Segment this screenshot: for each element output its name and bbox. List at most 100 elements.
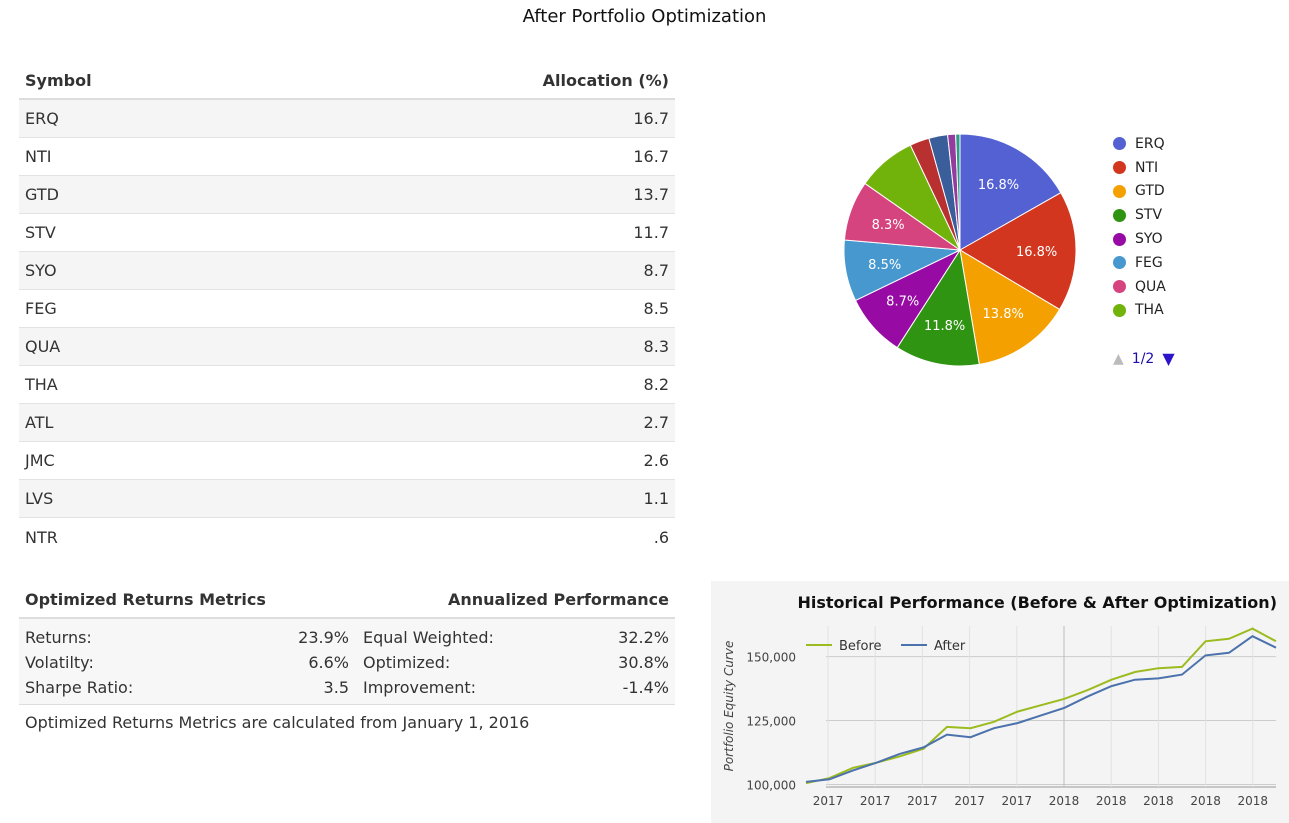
table-row: ERQ 16.7 xyxy=(19,100,675,138)
x-tick-label: 2018 xyxy=(1049,794,1080,808)
y-tick-label: 125,000 xyxy=(746,715,796,729)
legend-swatch xyxy=(1113,137,1126,151)
metric-label: Equal Weighted: xyxy=(363,628,494,647)
metric-label: Volatilty: xyxy=(25,653,94,672)
row-symbol: STV xyxy=(25,223,56,242)
legend-item-tha[interactable]: THA xyxy=(1113,299,1166,323)
page-up-icon[interactable]: ▲ xyxy=(1113,350,1124,367)
table-row: NTI 16.7 xyxy=(19,138,675,176)
legend-item-feg[interactable]: FEG xyxy=(1113,251,1166,275)
metric-value: 6.6% xyxy=(308,653,349,672)
row-symbol: ATL xyxy=(25,413,54,432)
metric-label: Returns: xyxy=(25,628,92,647)
symbol-column-header[interactable]: Symbol xyxy=(25,70,92,90)
historical-performance-chart: 100,000 125,000 150,000 2017 2017 2017 2017 201… xyxy=(722,626,1277,808)
row-symbol: ERQ xyxy=(25,109,59,128)
row-symbol: QUA xyxy=(25,337,61,356)
legend-swatch xyxy=(1113,303,1126,317)
x-tick-label: 2017 xyxy=(954,794,985,808)
legend-label: STV xyxy=(1135,207,1163,224)
row-symbol: THA xyxy=(25,375,58,394)
legend-item-gtd[interactable]: GTD xyxy=(1113,180,1166,204)
allocation-table: Symbol Allocation (%) ERQ 16.7 NTI 16.7 GT… xyxy=(19,62,675,556)
row-allocation: 16.7 xyxy=(633,147,669,166)
row-symbol: SYO xyxy=(25,261,57,280)
legend-item-syo[interactable]: SYO xyxy=(1113,227,1166,251)
legend-label-before[interactable]: Before xyxy=(839,639,882,654)
row-allocation: 13.7 xyxy=(633,185,669,204)
x-tick-label: 2017 xyxy=(1002,794,1033,808)
metrics-row: Sharpe Ratio: 3.5 Improvement: -1.4% xyxy=(25,675,669,700)
legend-swatch xyxy=(1113,208,1126,222)
returns-metrics: Optimized Returns Metrics Annualized Per… xyxy=(19,581,675,740)
table-row: FEG 8.5 xyxy=(19,290,675,328)
metrics-title: Optimized Returns Metrics xyxy=(25,589,266,609)
x-tick-label: 2017 xyxy=(860,794,891,808)
y-axis-title: Portfolio Equity Curve xyxy=(722,641,736,772)
metric-label: Optimized: xyxy=(363,653,451,672)
pie-slice-erq[interactable] xyxy=(959,133,1062,251)
pie-slice-gtd[interactable] xyxy=(959,249,1061,365)
page-down-icon[interactable]: ▼ xyxy=(1162,349,1175,368)
row-allocation: 8.2 xyxy=(643,375,669,394)
legend-swatch xyxy=(1113,161,1126,175)
metric-label: Sharpe Ratio: xyxy=(25,678,134,697)
page-title: After Portfolio Optimization xyxy=(522,6,767,27)
row-allocation: 1.1 xyxy=(643,489,669,508)
metrics-row: Volatilty: 6.6% Optimized: 30.8% xyxy=(25,650,669,675)
x-tick-label: 2018 xyxy=(1190,794,1221,808)
metrics-header: Optimized Returns Metrics Annualized Per… xyxy=(19,581,675,619)
row-symbol: LVS xyxy=(25,489,54,508)
allocation-pie-chart: 16.8% 16.8% 13.8% 11.8% 8.7% 8.5% 8.3% xyxy=(843,133,1077,367)
legend-label: GTD xyxy=(1135,183,1165,200)
row-allocation: 8.3 xyxy=(643,337,669,356)
y-tick-label: 100,000 xyxy=(746,778,796,792)
allocation-table-header: Symbol Allocation (%) xyxy=(19,62,675,100)
series-line-after[interactable] xyxy=(805,635,1277,783)
pie-slice-label: 11.8% xyxy=(924,319,965,334)
line-chart-title: Historical Performance (Before & After O… xyxy=(797,593,1277,612)
pie-legend: ERQ NTI GTD STV SYO FEG QUA THA xyxy=(1113,132,1166,322)
pie-slice-label: 8.3% xyxy=(872,218,905,233)
row-allocation: 2.6 xyxy=(643,451,669,470)
legend-item-stv[interactable]: STV xyxy=(1113,203,1166,227)
legend-label: ERQ xyxy=(1135,135,1165,152)
metrics-body: Returns: 23.9% Equal Weighted: 32.2% Vol… xyxy=(19,619,675,705)
pie-slice-label: 16.8% xyxy=(1016,245,1057,260)
x-tick-label: 2018 xyxy=(1096,794,1127,808)
legend-label: SYO xyxy=(1135,231,1163,248)
legend-label: QUA xyxy=(1135,278,1166,295)
table-row: QUA 8.3 xyxy=(19,328,675,366)
legend-item-qua[interactable]: QUA xyxy=(1113,275,1166,299)
table-row: NTR .6 xyxy=(19,518,675,556)
pie-slice-label: 16.8% xyxy=(978,178,1019,193)
row-allocation: 8.7 xyxy=(643,261,669,280)
pie-slice-ntr[interactable] xyxy=(955,133,961,251)
pie-slice-stv[interactable] xyxy=(896,248,980,367)
row-allocation: 2.7 xyxy=(643,413,669,432)
legend-swatch xyxy=(1113,256,1126,270)
table-row: STV 11.7 xyxy=(19,214,675,252)
legend-swatch xyxy=(1113,280,1126,294)
allocation-column-header[interactable]: Allocation (%) xyxy=(542,70,669,90)
legend-label: THA xyxy=(1135,302,1164,319)
legend-item-nti[interactable]: NTI xyxy=(1113,156,1166,180)
row-symbol: FEG xyxy=(25,299,57,318)
legend-swatch xyxy=(1113,184,1126,198)
legend-label-after[interactable]: After xyxy=(934,639,966,654)
metric-label: Improvement: xyxy=(363,678,477,697)
metric-value: 30.8% xyxy=(618,653,669,672)
table-row: THA 8.2 xyxy=(19,366,675,404)
legend-item-erq[interactable]: ERQ xyxy=(1113,132,1166,156)
row-symbol: NTI xyxy=(25,147,52,166)
row-symbol: GTD xyxy=(25,185,59,204)
metric-value: -1.4% xyxy=(622,678,669,697)
metric-value: 32.2% xyxy=(618,628,669,647)
metrics-note: Optimized Returns Metrics are calculated… xyxy=(25,713,530,732)
metric-value: 23.9% xyxy=(298,628,349,647)
pie-slice-nti[interactable] xyxy=(959,192,1077,311)
legend-swatch xyxy=(1113,232,1126,246)
pie-slice-label: 8.7% xyxy=(886,295,919,310)
row-symbol: JMC xyxy=(25,451,55,470)
pie-slice-label: 8.5% xyxy=(868,258,901,273)
